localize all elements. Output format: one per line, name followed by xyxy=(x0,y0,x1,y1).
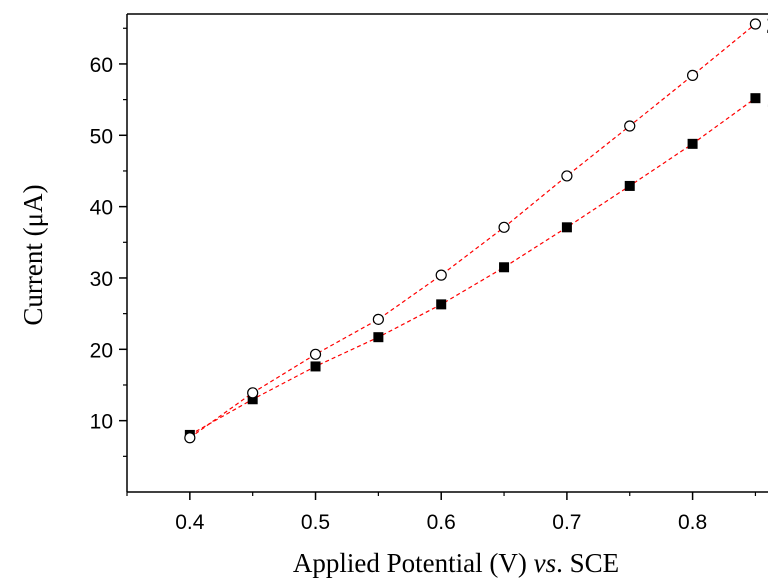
data-point-series-2 xyxy=(624,120,636,132)
y-tick-label: 10 xyxy=(90,411,113,434)
data-point-series-2 xyxy=(372,313,384,325)
fit-lines xyxy=(189,23,756,439)
data-point-series-1 xyxy=(687,138,698,149)
data-markers xyxy=(184,18,762,444)
data-point-series-1 xyxy=(561,222,572,233)
data-point-series-2 xyxy=(435,269,447,281)
y-tick-label: 30 xyxy=(90,268,113,291)
data-point-series-1 xyxy=(624,180,635,191)
data-point-series-2 xyxy=(498,221,510,233)
data-point-series-2 xyxy=(184,432,196,444)
x-axis-title: Applied Potential (V) vs. SCE xyxy=(293,548,619,578)
x-tick-label: 0.7 xyxy=(552,511,581,534)
fit-line-series-2 xyxy=(189,23,756,439)
x-tick-label: 0.4 xyxy=(175,511,205,534)
y-tick-label: 60 xyxy=(90,54,113,77)
y-axis-title: Current (μA) xyxy=(18,184,48,325)
x-tick-label: 0.8 xyxy=(678,511,707,534)
series-label-1: 1 xyxy=(766,85,768,113)
data-point-series-2 xyxy=(561,170,573,182)
data-point-series-2 xyxy=(686,69,699,81)
data-point-series-2 xyxy=(309,348,322,360)
data-point-series-1 xyxy=(310,361,321,372)
data-point-series-1 xyxy=(750,93,761,104)
x-tick-label: 0.5 xyxy=(301,511,330,534)
data-point-series-2 xyxy=(749,18,762,30)
data-point-series-1 xyxy=(373,332,384,343)
y-tick-label: 40 xyxy=(90,197,113,220)
fit-line-series-1 xyxy=(189,97,756,436)
data-point-series-1 xyxy=(247,394,258,405)
y-tick-label: 20 xyxy=(90,339,113,362)
data-point-series-1 xyxy=(436,299,447,310)
data-point-series-1 xyxy=(499,262,510,273)
series-label-2: 2 xyxy=(766,11,768,39)
x-tick-label: 0.6 xyxy=(427,511,456,534)
data-point-series-2 xyxy=(247,387,259,399)
labels: 12 xyxy=(766,11,768,113)
axes: 0.4 0.5 0.6 0.7 0.8 10 20 30 40 50 60 xyxy=(90,13,768,534)
y-tick-label: 50 xyxy=(90,125,113,148)
